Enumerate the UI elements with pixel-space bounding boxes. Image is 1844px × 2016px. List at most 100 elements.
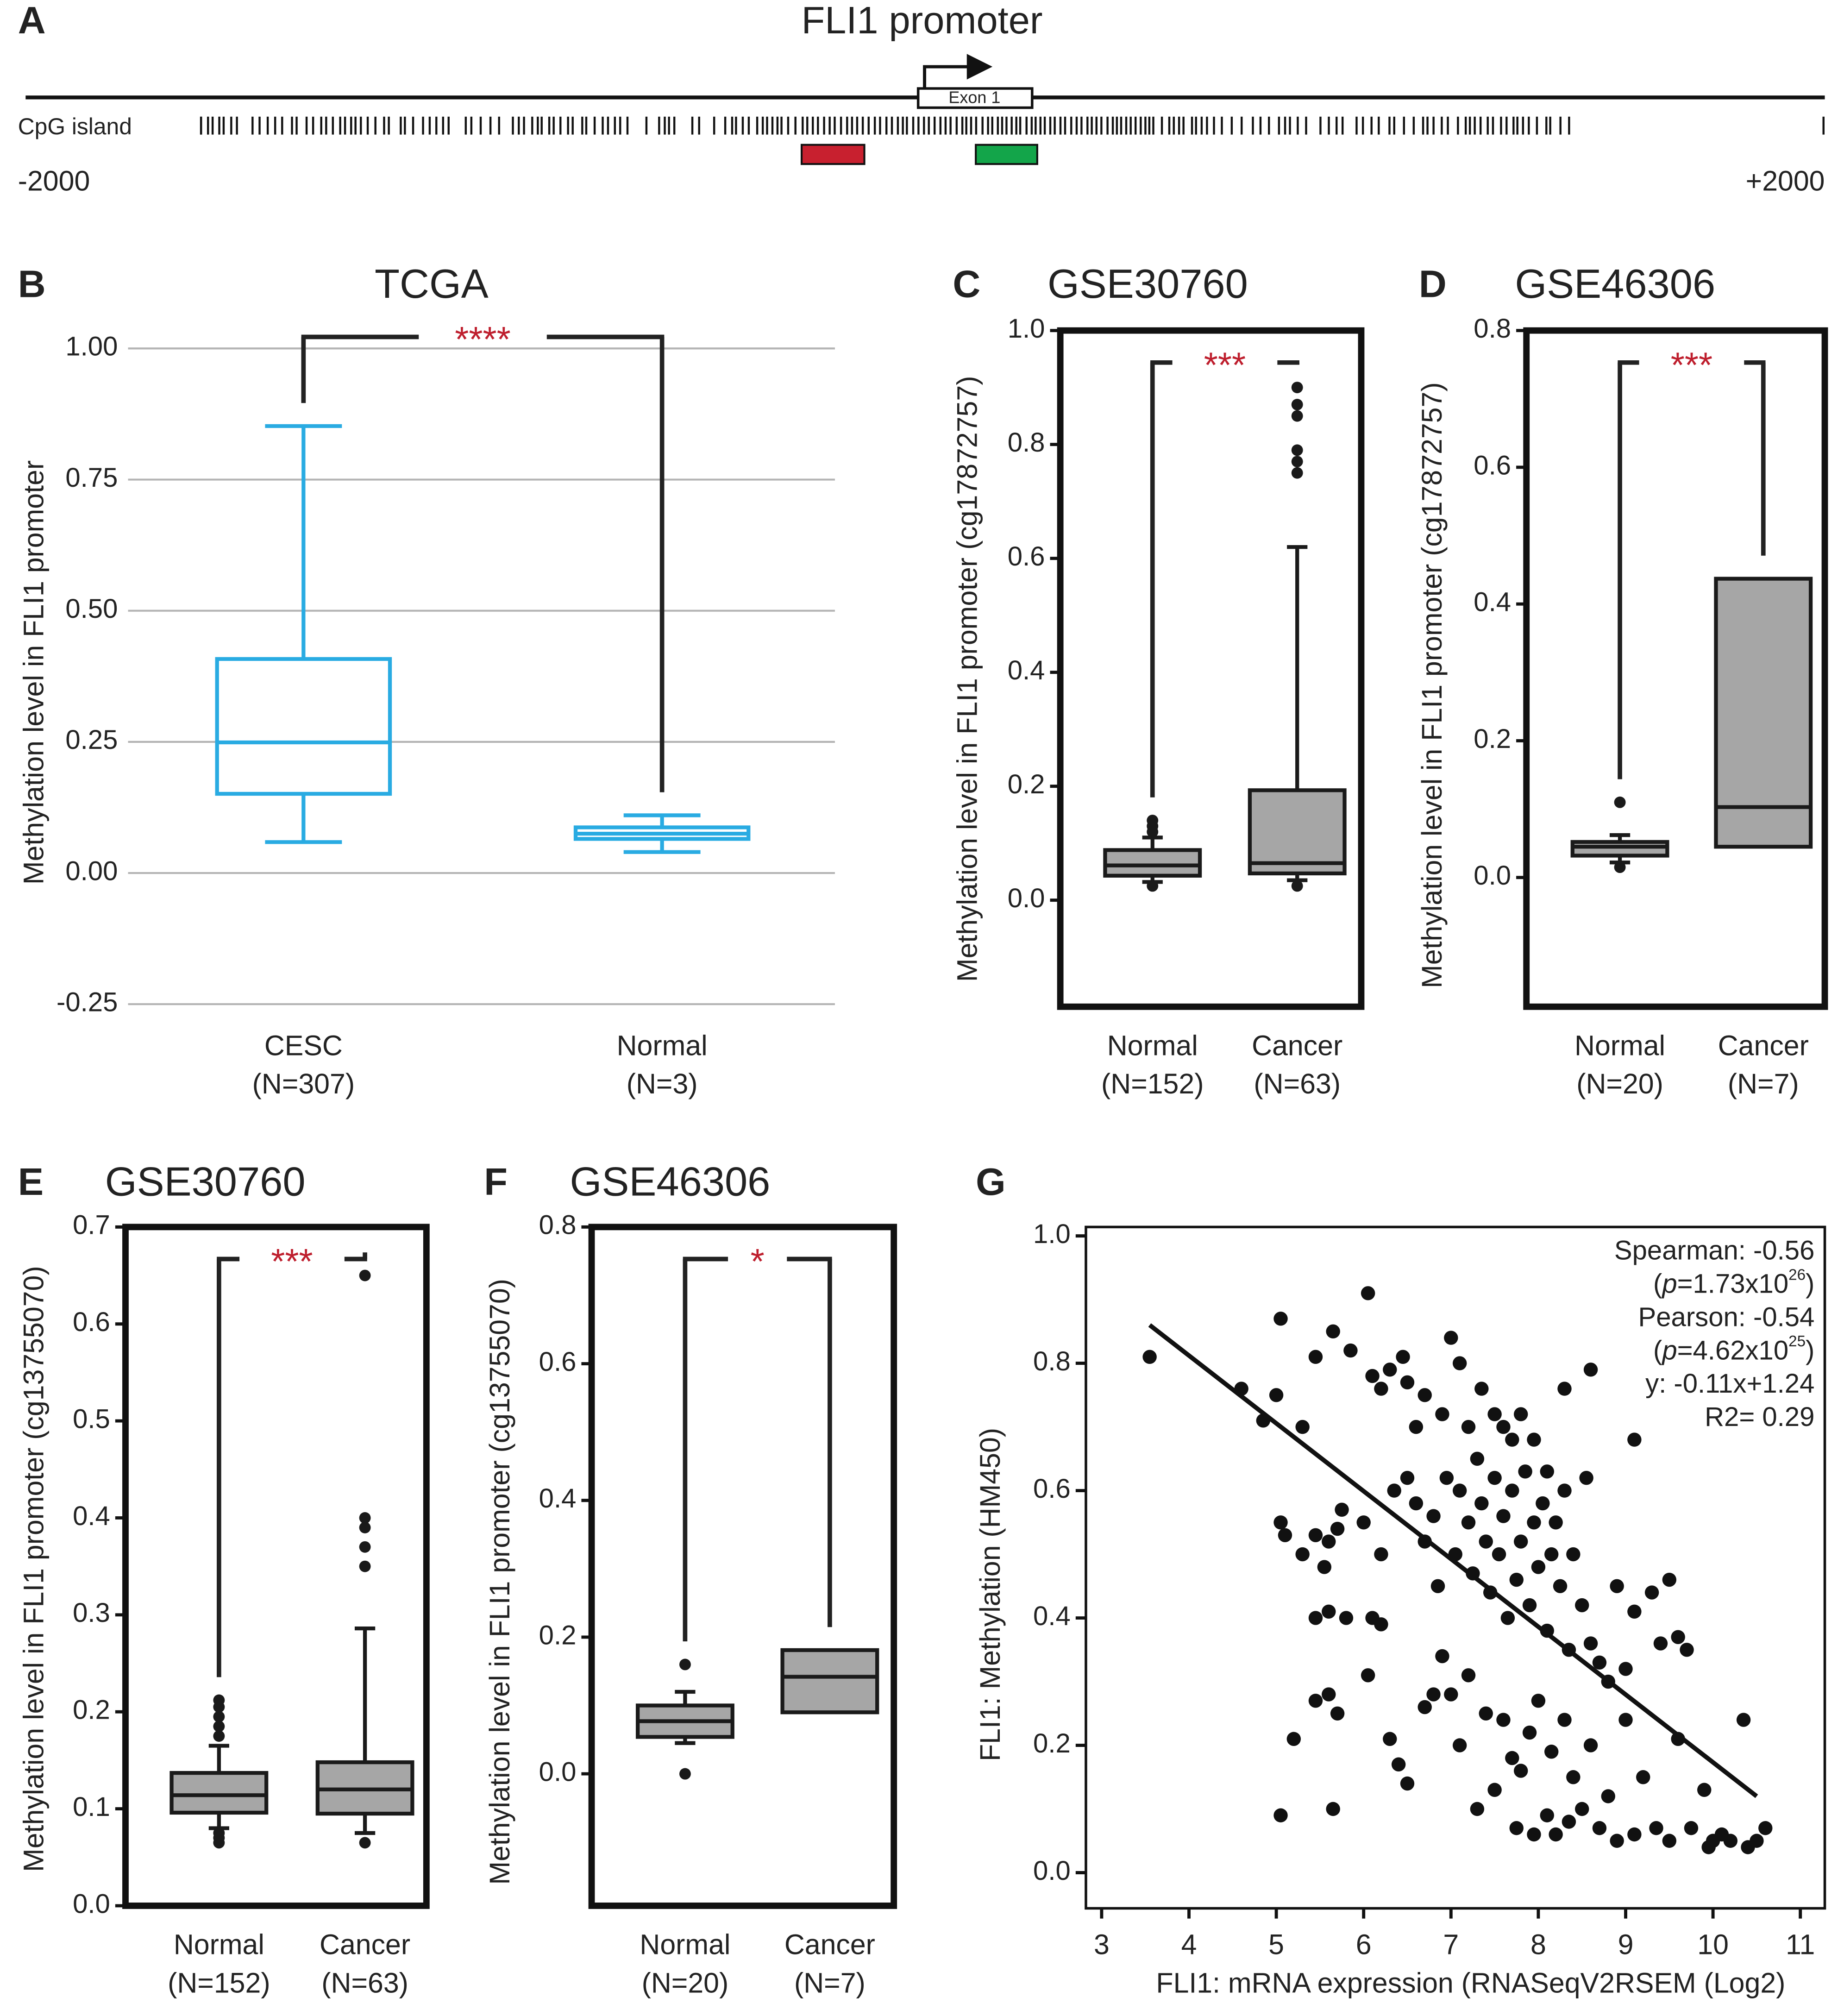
outlier (213, 1721, 225, 1733)
x-tick-label: Normal (1574, 1030, 1665, 1061)
stat-part: 26 (1788, 1266, 1806, 1283)
y-tick-label: 0.2 (539, 1620, 577, 1650)
panel-label: C (953, 263, 980, 306)
outlier (1147, 880, 1159, 892)
point (1330, 1706, 1345, 1721)
panel-title: FLI1 promoter (802, 0, 1043, 42)
point (1317, 1560, 1332, 1574)
point (1426, 1509, 1441, 1523)
stat-part: =4.62x10 (1677, 1336, 1789, 1366)
point (1496, 1509, 1511, 1523)
point (1356, 1515, 1371, 1530)
y-tick-label: 0.0 (1008, 883, 1045, 913)
point (1430, 1579, 1445, 1594)
point (1400, 1776, 1415, 1791)
outlier (679, 1768, 691, 1780)
y-tick-label: 0.2 (1033, 1728, 1071, 1759)
point (1610, 1834, 1624, 1848)
point (1269, 1388, 1284, 1402)
point (1610, 1579, 1624, 1594)
point (1470, 1451, 1485, 1466)
x-tick-label: Cancer (1718, 1030, 1809, 1061)
panel-e: E GSE30760 Methylation level in FLI1 promo… (18, 1158, 430, 1998)
point (1409, 1496, 1424, 1511)
stat-line: (p=4.62x1025) (1653, 1333, 1814, 1366)
count-label: (N=307) (252, 1068, 355, 1099)
point (1566, 1770, 1581, 1784)
point (1330, 1521, 1345, 1536)
outlier (359, 1269, 371, 1281)
point (1575, 1802, 1589, 1816)
significance: *** (271, 1242, 313, 1281)
point (1505, 1483, 1519, 1498)
outlier (359, 1560, 371, 1572)
point (1444, 1687, 1458, 1702)
point (1435, 1649, 1449, 1664)
point (1391, 1757, 1406, 1771)
panel-label: D (1419, 263, 1447, 306)
box (1103, 848, 1202, 878)
stat-line: Pearson: -0.54 (1638, 1302, 1815, 1332)
count-label: (N=7) (1728, 1068, 1799, 1099)
point (1339, 1611, 1354, 1625)
tss-arrow (923, 65, 971, 89)
point (1549, 1827, 1563, 1842)
y-axis-label: Methylation level in FLI1 promoter (cg13… (18, 1266, 49, 1872)
point (1417, 1700, 1432, 1715)
point (1444, 1331, 1458, 1345)
point (1527, 1515, 1541, 1530)
exon-box (916, 87, 1034, 109)
point (1461, 1668, 1476, 1683)
stat-part: p (1661, 1336, 1677, 1366)
point (1513, 1407, 1528, 1421)
outlier (1614, 861, 1626, 873)
y-tick-label: 0.4 (73, 1501, 110, 1531)
point (1509, 1821, 1524, 1835)
stat-line: (p=1.73x1026) (1653, 1266, 1814, 1299)
point (1322, 1687, 1336, 1702)
outlier (1614, 796, 1626, 808)
y-tick-label: 0.3 (73, 1598, 110, 1628)
point (1496, 1713, 1511, 1727)
point (1575, 1598, 1589, 1613)
point (1549, 1515, 1563, 1530)
point (1557, 1382, 1572, 1396)
point (1522, 1598, 1537, 1613)
panel-a: A FLI1 promoter Exon 1 CpG island -2000 … (18, 0, 1825, 197)
point (1492, 1547, 1506, 1562)
point (1295, 1419, 1310, 1434)
point (1286, 1732, 1301, 1746)
point (1557, 1713, 1572, 1727)
outlier (1291, 456, 1303, 468)
point (1479, 1534, 1493, 1549)
y-tick-label: 0.4 (1033, 1601, 1071, 1631)
y-tick-label: 0.6 (73, 1307, 110, 1337)
count-label: (N=20) (642, 1967, 729, 1998)
point (1383, 1363, 1397, 1377)
y-axis-label: Methylation level in FLI1 promoter (18, 460, 49, 885)
stat-part: ( (1653, 1269, 1662, 1299)
outlier (1291, 399, 1303, 411)
point (1505, 1432, 1519, 1447)
point (1557, 1483, 1572, 1498)
point (1540, 1464, 1554, 1479)
point (1583, 1738, 1598, 1752)
point (1566, 1547, 1581, 1562)
point (1618, 1662, 1633, 1676)
point (1758, 1821, 1773, 1835)
point (1439, 1470, 1454, 1485)
point (1540, 1808, 1554, 1822)
panel-label: A (18, 0, 46, 42)
point (1452, 1738, 1467, 1752)
y-tick-label: 0.0 (1033, 1856, 1071, 1886)
point (1335, 1502, 1349, 1517)
y-tick-label: 0.50 (65, 594, 118, 624)
point (1527, 1827, 1541, 1842)
outlier (213, 1711, 225, 1723)
panel-title: GSE30760 (105, 1158, 306, 1204)
panel-title: GSE46306 (570, 1158, 771, 1204)
outlier (359, 1521, 371, 1533)
stat-part: Pearson: -0.54 (1638, 1302, 1815, 1332)
x-tick-label: Normal (617, 1030, 708, 1061)
